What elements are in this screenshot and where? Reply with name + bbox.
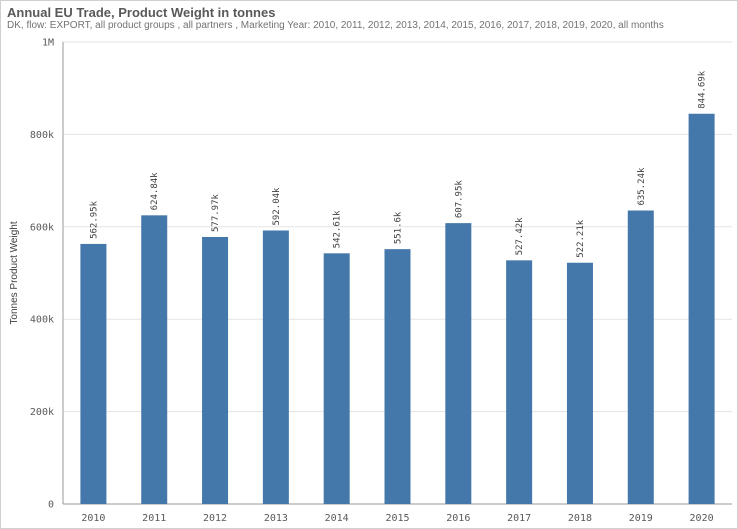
bar[interactable] (566, 262, 593, 504)
data-label: 592.04k (272, 187, 282, 226)
data-label: 522.21k (576, 219, 586, 258)
y-axis-title: Tonnes Product Weight (9, 221, 20, 324)
x-tick-label: 2010 (81, 513, 105, 524)
x-tick-label: 2018 (568, 513, 592, 524)
y-tick-label: 600k (30, 222, 54, 233)
x-tick-label: 2020 (690, 513, 714, 524)
bar[interactable] (202, 236, 229, 505)
bar[interactable] (323, 253, 350, 504)
bar[interactable] (262, 230, 289, 504)
bar[interactable] (141, 215, 168, 504)
x-tick-label: 2011 (142, 513, 166, 524)
x-tick-label: 2012 (203, 513, 227, 524)
y-tick-label: 400k (30, 315, 54, 326)
y-tick-label: 0 (48, 500, 54, 511)
data-label: 635.24k (637, 167, 647, 206)
x-tick-label: 2019 (629, 513, 653, 524)
data-label: 562.95k (89, 200, 99, 239)
data-label: 542.61k (333, 210, 343, 249)
bar[interactable] (688, 113, 715, 504)
data-label: 624.84k (150, 172, 160, 211)
y-tick-label: 800k (30, 130, 54, 141)
bar[interactable] (627, 210, 654, 505)
x-tick-label: 2014 (325, 513, 349, 524)
bar[interactable] (80, 243, 107, 504)
data-label: 551.6k (394, 211, 404, 244)
bar[interactable] (445, 223, 472, 504)
data-label: 577.97k (211, 193, 221, 232)
x-tick-label: 2013 (264, 513, 288, 524)
data-label: 607.95k (454, 180, 464, 219)
bar[interactable] (384, 249, 411, 504)
bar[interactable] (506, 260, 533, 504)
chart-subtitle: DK, flow: EXPORT, all product groups , a… (7, 20, 664, 31)
chart-title: Annual EU Trade, Product Weight in tonne… (7, 5, 276, 20)
x-tick-label: 2016 (446, 513, 470, 524)
y-tick-label: 200k (30, 407, 54, 418)
x-tick-label: 2017 (507, 513, 531, 524)
data-label: 527.42k (515, 217, 525, 256)
y-tick-label: 1M (42, 38, 54, 49)
data-label: 844.69k (698, 70, 708, 109)
x-tick-label: 2015 (385, 513, 409, 524)
